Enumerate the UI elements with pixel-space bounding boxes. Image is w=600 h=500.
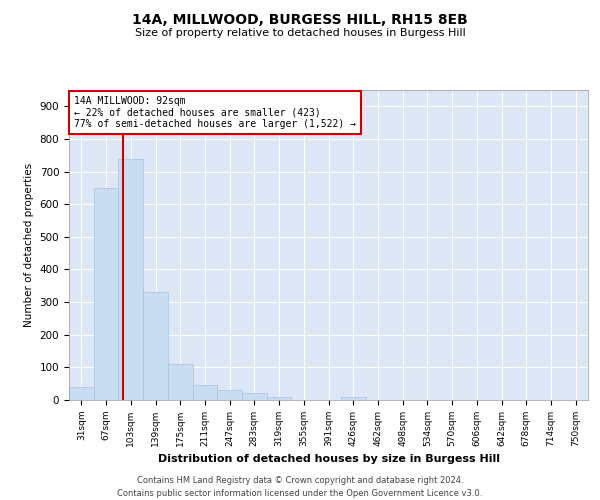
X-axis label: Distribution of detached houses by size in Burgess Hill: Distribution of detached houses by size … <box>157 454 499 464</box>
Bar <box>341 396 365 400</box>
Bar <box>168 364 193 400</box>
Text: Size of property relative to detached houses in Burgess Hill: Size of property relative to detached ho… <box>134 28 466 38</box>
Bar <box>193 386 217 400</box>
Bar <box>94 188 118 400</box>
Text: 14A MILLWOOD: 92sqm
← 22% of detached houses are smaller (423)
77% of semi-detac: 14A MILLWOOD: 92sqm ← 22% of detached ho… <box>74 96 356 130</box>
Text: Contains HM Land Registry data © Crown copyright and database right 2024.
Contai: Contains HM Land Registry data © Crown c… <box>118 476 482 498</box>
Bar <box>69 387 94 400</box>
Bar <box>267 396 292 400</box>
Bar <box>118 158 143 400</box>
Text: 14A, MILLWOOD, BURGESS HILL, RH15 8EB: 14A, MILLWOOD, BURGESS HILL, RH15 8EB <box>132 12 468 26</box>
Y-axis label: Number of detached properties: Number of detached properties <box>24 163 34 327</box>
Bar <box>143 292 168 400</box>
Bar <box>242 394 267 400</box>
Bar <box>217 390 242 400</box>
